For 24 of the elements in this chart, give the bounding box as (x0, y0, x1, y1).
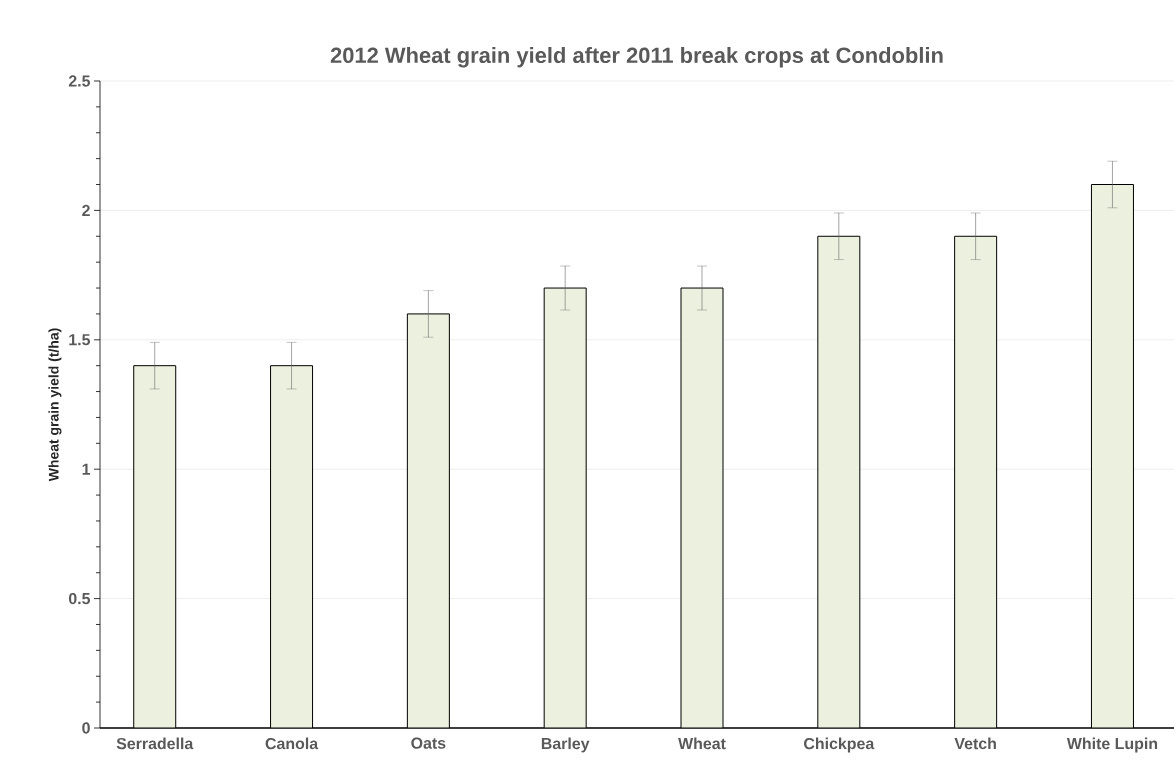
bar (680, 287, 724, 728)
x-tick-label: Wheat (678, 737, 726, 750)
chart-title: 2012 Wheat grain yield after 2011 break crops at Condoblin (330, 46, 943, 68)
bar (406, 313, 450, 728)
x-tick-label: Oats (411, 737, 446, 749)
bar (543, 287, 587, 728)
bar (133, 365, 177, 728)
y-tick-label: 2 (82, 204, 90, 216)
bar (954, 235, 998, 728)
y-tick-label: 2.5 (68, 75, 91, 87)
x-tick-label: Serradella (116, 737, 194, 750)
x-tick-label: Barley (541, 737, 590, 753)
x-tick-label: Chickpea (804, 737, 875, 753)
x-tick-label: Vetch (954, 737, 996, 750)
y-tick-label: 1.5 (69, 334, 91, 346)
x-tick-label: Canola (265, 737, 319, 750)
y-tick-label: 1 (82, 463, 91, 475)
bar (270, 365, 314, 728)
x-tick-label: White Lupin (1066, 737, 1158, 753)
bar (1090, 184, 1134, 728)
bar (817, 235, 861, 728)
y-tick-label: 0.5 (68, 592, 91, 605)
y-tick-label: 0 (82, 722, 90, 734)
y-axis-title: Wheat grain yield (t/ha) (48, 328, 62, 482)
